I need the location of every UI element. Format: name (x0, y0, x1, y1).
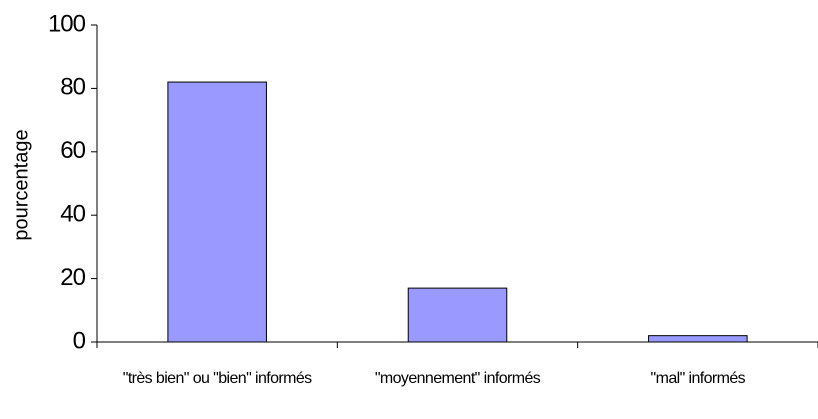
y-tick-label: 20 (60, 264, 85, 291)
x-tick-label: "très bien" ou "bien" informés (122, 370, 312, 387)
y-tick-label: 0 (73, 327, 86, 354)
y-tick-label: 100 (48, 10, 86, 37)
x-tick-label: "moyennement" informés (374, 370, 541, 387)
bar (407, 287, 508, 343)
y-tick-label: 60 (60, 137, 85, 164)
bar (167, 81, 267, 343)
x-tick-label: "mal" informés (650, 370, 746, 387)
y-axis-title: pourcentage (10, 129, 32, 240)
bar (648, 335, 748, 343)
y-tick-label: 80 (60, 74, 85, 101)
y-tick-label: 40 (60, 201, 85, 228)
